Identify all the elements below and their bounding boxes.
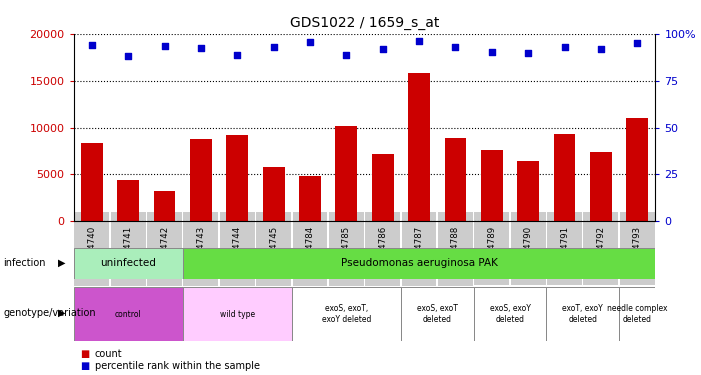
Bar (117, 180, 139, 221)
Bar (336, 126, 358, 221)
Point (486, 49, 498, 55)
Point (414, 38, 425, 44)
Text: exoS, exoY
deleted: exoS, exoY deleted (489, 304, 531, 324)
Point (159, 43, 170, 49)
Point (632, 40, 643, 46)
Bar (190, 139, 212, 221)
Point (123, 53, 134, 59)
Bar (546, 287, 619, 341)
Point (559, 44, 570, 50)
Bar (474, 287, 546, 341)
Text: exoS, exoT,
exoY deleted: exoS, exoT, exoY deleted (322, 304, 371, 324)
Bar (154, 191, 175, 221)
Bar (590, 152, 612, 221)
Text: ▶: ▶ (58, 308, 66, 318)
Bar (481, 150, 503, 221)
Text: genotype/variation: genotype/variation (4, 308, 96, 318)
Point (86, 42, 97, 48)
Text: exoS, exoT
deleted: exoS, exoT deleted (417, 304, 458, 324)
Text: ■: ■ (81, 350, 90, 359)
Point (450, 44, 461, 50)
Point (341, 53, 352, 58)
Bar (299, 176, 321, 221)
Point (196, 45, 207, 51)
Point (377, 46, 388, 52)
Bar (444, 138, 466, 221)
Text: ▶: ▶ (58, 258, 66, 268)
Bar (183, 287, 292, 341)
Text: control: control (115, 310, 142, 319)
Point (268, 44, 279, 50)
Bar (263, 167, 285, 221)
Point (304, 39, 315, 45)
Text: needle complex
deleted: needle complex deleted (607, 304, 667, 324)
Bar (401, 287, 474, 341)
Bar (517, 161, 539, 221)
Text: wild type: wild type (219, 310, 254, 319)
Text: exoT, exoY
deleted: exoT, exoY deleted (562, 304, 603, 324)
Text: uninfected: uninfected (100, 258, 156, 268)
Text: percentile rank within the sample: percentile rank within the sample (95, 361, 259, 370)
Text: count: count (95, 350, 122, 359)
Bar (554, 134, 576, 221)
Bar (292, 287, 401, 341)
Bar (372, 154, 394, 221)
Title: GDS1022 / 1659_s_at: GDS1022 / 1659_s_at (290, 16, 440, 30)
Bar (183, 248, 655, 279)
Bar (619, 287, 655, 341)
Bar (74, 248, 183, 279)
Point (595, 46, 606, 52)
Text: infection: infection (4, 258, 46, 268)
Bar (627, 118, 648, 221)
Bar (226, 135, 248, 221)
Bar (81, 144, 102, 221)
Point (231, 53, 243, 58)
Bar (408, 73, 430, 221)
Point (522, 51, 533, 57)
Text: ■: ■ (81, 361, 90, 370)
Bar (74, 287, 183, 341)
Text: Pseudomonas aeruginosa PAK: Pseudomonas aeruginosa PAK (341, 258, 498, 268)
